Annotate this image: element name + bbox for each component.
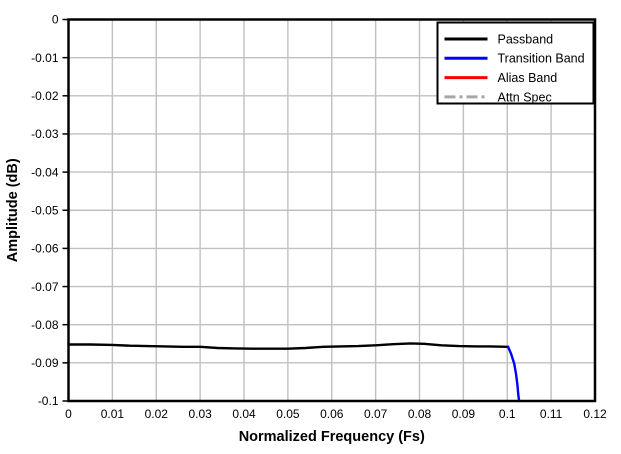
- x-tick-label: 0.07: [364, 407, 388, 421]
- y-tick-label: -0.09: [31, 356, 59, 370]
- y-tick-label: -0.08: [31, 318, 59, 332]
- y-tick-label: -0.02: [31, 89, 59, 103]
- x-tick-label: 0.11: [540, 407, 563, 421]
- legend-item-transition-band: Transition Band: [444, 52, 585, 66]
- legend-box: [436, 21, 595, 105]
- series-line-transition-band: [506, 345, 521, 403]
- legend-item-alias-band: Alias Band: [444, 71, 558, 85]
- data-series: [67, 342, 521, 403]
- legend-item-attn-spec: Attn Spec: [444, 90, 552, 104]
- plot-border: [67, 18, 597, 403]
- y-tick-label: -0.04: [31, 165, 59, 179]
- y-axis-title: Amplitude (dB): [5, 158, 21, 262]
- x-tick-label: 0.06: [320, 407, 344, 421]
- tick-labels: 0 0.01 0.02 0.03 0.04 0.05 0.06 0.07 0.08 0.09 0.1…: [31, 13, 607, 421]
- x-tick-label: 0.04: [232, 407, 256, 421]
- y-tick-label: -0.01: [31, 51, 59, 65]
- series-line-passband: [67, 342, 510, 350]
- x-tick-label: 0.01: [101, 407, 125, 421]
- legend-label-transition-band: Transition Band: [498, 52, 585, 66]
- x-tick-label: 0.05: [276, 407, 300, 421]
- y-tick-label: -0.06: [31, 242, 59, 256]
- legend-label-alias-band: Alias Band: [498, 71, 558, 85]
- legend-item-passband: Passband: [444, 32, 554, 46]
- y-tick-label: -0.07: [31, 280, 59, 294]
- x-tick-label: 0: [65, 407, 72, 421]
- x-tick-label: 0.08: [408, 407, 432, 421]
- legend-items: Passband Transition Band Alias Band Attn Sp…: [444, 32, 585, 104]
- x-tick-label: 0.02: [145, 407, 169, 421]
- x-tick-label: 0.09: [452, 407, 476, 421]
- legend-label-passband: Passband: [498, 32, 554, 46]
- x-tick-label: 0.1: [499, 407, 516, 421]
- x-tick-label: 0.12: [583, 407, 607, 421]
- x-axis-title: Normalized Frequency (Fs): [239, 429, 425, 445]
- y-tick-label: 0: [52, 13, 59, 27]
- y-tick-label: -0.03: [31, 127, 59, 141]
- legend: Passband Transition Band Alias Band Attn Sp…: [436, 21, 595, 105]
- y-tick-label: -0.05: [31, 203, 59, 217]
- y-tick-label: -0.1: [38, 394, 59, 408]
- legend-label-attn-spec: Attn Spec: [498, 90, 552, 104]
- x-tick-label: 0.03: [188, 407, 212, 421]
